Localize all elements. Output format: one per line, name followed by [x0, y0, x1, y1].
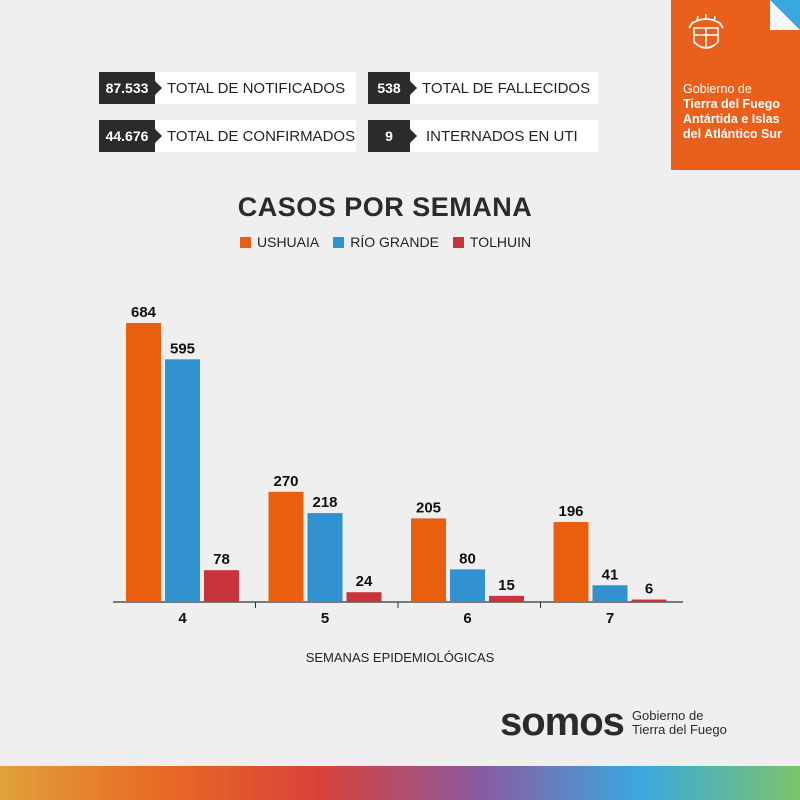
somos-logo: somos Gobierno de Tierra del Fuego: [500, 700, 727, 745]
government-name: Gobierno de Tierra del Fuego Antártida e…: [683, 82, 782, 142]
gov-line: Tierra del Fuego: [683, 97, 781, 111]
legend-label: RÍO GRANDE: [350, 234, 439, 250]
bar-tolhuin: [631, 599, 667, 602]
gov-line: Antártida e Islas: [683, 112, 780, 126]
bar-r-o-grande: [307, 513, 343, 602]
data-label: 218: [312, 494, 337, 511]
bar-ushuaia: [126, 323, 161, 602]
bar-ushuaia: [411, 518, 446, 602]
data-label: 6: [645, 581, 653, 598]
brand-sub-line: Tierra del Fuego: [631, 721, 727, 737]
gov-line: del Atlántico Sur: [683, 127, 782, 141]
chart-title: CASOS POR SEMANA: [237, 192, 533, 222]
data-label: 270: [273, 473, 298, 490]
data-label: 595: [170, 340, 195, 357]
bar-r-o-grande: [450, 569, 485, 602]
chart-legend: USHUAIA RÍO GRANDE TOLHUIN: [240, 234, 531, 250]
legend-item-rio-grande: RÍO GRANDE: [333, 234, 439, 250]
stat-uti: 9 INTERNADOS EN UTI: [368, 120, 598, 152]
bar-r-o-grande: [165, 359, 200, 602]
gov-line: Gobierno de: [683, 82, 752, 96]
x-tick-label: 6: [463, 610, 471, 627]
legend-swatch: [333, 236, 345, 248]
x-axis-title: SEMANAS EPIDEMIOLÓGICAS: [305, 650, 495, 665]
data-label: 196: [558, 503, 583, 520]
bar-tolhuin: [489, 595, 524, 602]
x-tick-label: 5: [321, 610, 329, 627]
data-label: 80: [459, 550, 476, 567]
legend-item-ushuaia: USHUAIA: [240, 234, 319, 250]
bar-tolhuin: [204, 570, 239, 602]
legend-label: USHUAIA: [257, 234, 320, 250]
government-panel: Gobierno de Tierra del Fuego Antártida e…: [671, 0, 800, 170]
bar-r-o-grande: [592, 585, 628, 602]
stat-notificados: 87.533 TOTAL DE NOTIFICADOS: [99, 72, 356, 104]
corner-fold: [770, 0, 800, 30]
legend-swatch: [240, 236, 251, 248]
stat-label: TOTAL DE FALLECIDOS: [422, 79, 591, 97]
stat-label: TOTAL DE CONFIRMADOS: [167, 127, 356, 145]
data-label: 684: [131, 304, 157, 321]
bar-tolhuin: [346, 592, 382, 602]
data-label: 24: [356, 573, 373, 590]
x-tick-label: 4: [178, 610, 187, 627]
data-label: 78: [213, 551, 230, 568]
legend-label: TOLHUIN: [469, 234, 532, 250]
stat-value: 538: [368, 72, 417, 104]
color-strip: [0, 766, 800, 800]
stat-label: INTERNADOS EN UTI: [426, 127, 578, 145]
x-tick-label: 7: [606, 610, 614, 627]
stat-label: TOTAL DE NOTIFICADOS: [167, 79, 346, 97]
brand-subtitle: Gobierno de Tierra del Fuego: [631, 707, 727, 737]
stat-value: 87.533: [99, 72, 162, 104]
legend-item-tolhuin: TOLHUIN: [452, 234, 532, 250]
stat-fallecidos: 538 TOTAL DE FALLECIDOS: [368, 72, 598, 104]
data-label: 15: [498, 577, 515, 594]
legend-swatch: [452, 236, 464, 248]
data-label: 41: [602, 566, 619, 583]
stat-confirmados: 44.676 TOTAL DE CONFIRMADOS: [99, 120, 356, 152]
stat-value: 9: [368, 120, 417, 152]
data-label: 205: [416, 499, 441, 516]
bar-ushuaia: [268, 491, 304, 602]
stat-value: 44.676: [99, 120, 162, 152]
brand-sub-line: Gobierno de: [631, 707, 704, 723]
coat-of-arms-icon: [688, 14, 724, 49]
bar-ushuaia: [553, 522, 589, 602]
brand-word: somos: [500, 700, 625, 744]
